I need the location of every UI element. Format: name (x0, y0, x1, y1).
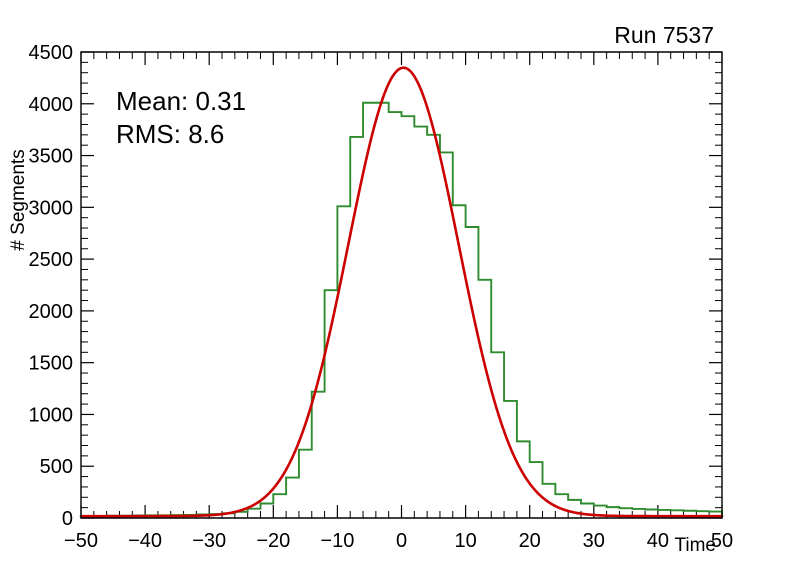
y-tick-label: 4500 (29, 42, 74, 64)
x-tick-label: 40 (647, 530, 669, 552)
y-tick-label: 1000 (29, 404, 74, 426)
y-tick-label: 4000 (29, 94, 74, 116)
x-tick-label: 30 (583, 530, 605, 552)
x-tick-label: −50 (64, 530, 98, 552)
y-axis-title: # Segments (8, 149, 29, 250)
plot-frame (80, 51, 723, 519)
run-title: Run 7537 (614, 22, 714, 48)
stat-rms-label: RMS: 8.6 (116, 119, 224, 149)
y-tick-label: 1500 (29, 353, 74, 375)
data-series-layer (79, 66, 724, 518)
x-tick-label: 0 (396, 530, 407, 552)
y-tick-label: 2000 (29, 301, 74, 323)
x-tick-label: −20 (256, 530, 290, 552)
x-tick-label: 10 (454, 530, 476, 552)
x-tick-label: −30 (192, 530, 226, 552)
axis-tick-labels: −50 −40 −30 −20 −10 0 10 20 30 40 5005001000150020… (29, 42, 734, 552)
x-tick-label: 50 (711, 530, 733, 552)
x-axis-title: Time (674, 535, 716, 556)
y-tick-label: 500 (40, 456, 73, 478)
y-tick-label: 2500 (29, 249, 74, 271)
y-tick-label: 0 (62, 508, 73, 530)
x-tick-label: −40 (128, 530, 162, 552)
stat-mean-label: Mean: 0.31 (116, 86, 246, 116)
x-tick-label: −10 (320, 530, 354, 552)
y-tick-label: 3500 (29, 146, 74, 168)
x-tick-label: 20 (519, 530, 541, 552)
frame-rect (80, 51, 723, 519)
y-tick-label: 3000 (29, 197, 74, 219)
gaussian-fit-curve (79, 66, 724, 518)
